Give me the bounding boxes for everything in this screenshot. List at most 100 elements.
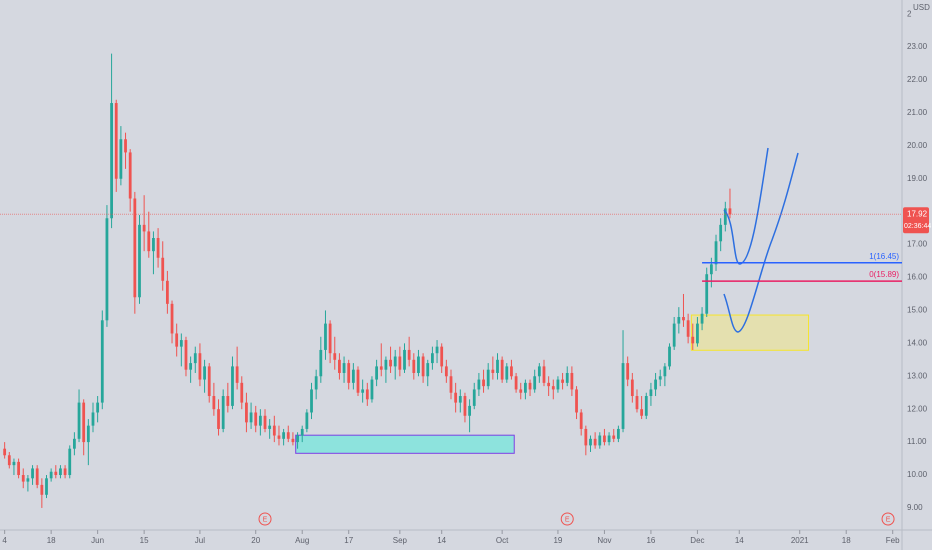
candle-body [477, 379, 481, 390]
y-tick-label: 10.00 [907, 470, 928, 479]
candle-body [296, 435, 299, 443]
candle-body [705, 274, 709, 314]
candle-body [193, 353, 197, 364]
candle-body [356, 369, 360, 393]
candle-body [570, 372, 574, 390]
y-tick-label: 16.00 [907, 273, 928, 282]
x-tick-label: 2021 [791, 536, 809, 545]
candle-body [547, 382, 551, 387]
candle-body [342, 363, 346, 373]
candle-body [240, 382, 244, 403]
candle-body [561, 379, 564, 383]
candle-body [607, 435, 611, 443]
candle-body [86, 425, 90, 443]
candle-body [486, 369, 490, 387]
candle-body [35, 468, 39, 485]
candle-body [565, 372, 569, 383]
candle-body [217, 409, 220, 429]
level-label: 0(15.89) [869, 270, 899, 279]
candle-body [305, 412, 309, 429]
candle-body [142, 224, 146, 232]
candle-body [96, 402, 100, 413]
candle-body [579, 412, 583, 429]
candle-body [231, 366, 234, 406]
candle-body [589, 438, 592, 446]
candle-body [119, 139, 123, 179]
y-tick-label: 17.00 [907, 240, 928, 249]
candle-body [319, 349, 323, 377]
candle-body [682, 317, 685, 321]
candle-body [226, 396, 230, 406]
candle-body [649, 389, 653, 397]
countdown-label: 02:36:44 [904, 223, 931, 230]
x-tick-label: 16 [646, 536, 655, 545]
x-tick-label: 4 [2, 536, 7, 545]
candle-body [421, 356, 425, 377]
earnings-label: E [565, 516, 570, 523]
candle-body [77, 402, 81, 439]
candle-body [291, 438, 295, 443]
candle-body [338, 359, 341, 373]
candle-body [598, 435, 602, 446]
x-tick-label: Sep [393, 536, 408, 545]
candle-body [59, 468, 62, 476]
candle-body [417, 356, 420, 373]
x-tick-label: 19 [553, 536, 562, 545]
candle-body [68, 448, 72, 476]
candle-body [49, 471, 53, 479]
candle-body [91, 412, 95, 426]
candle-body [272, 425, 276, 436]
candle-body [328, 323, 332, 354]
candle-body [658, 376, 662, 380]
candle-body [407, 349, 411, 360]
candle-body [635, 396, 639, 410]
candle-body [45, 478, 48, 495]
candle-body [26, 478, 30, 482]
y-tick-label: 21.00 [907, 108, 928, 117]
candle-body [403, 349, 406, 370]
candle-body [505, 366, 509, 380]
candle-body [709, 264, 713, 275]
candle-body [179, 340, 183, 347]
candle-body [54, 471, 58, 476]
candle-body [165, 280, 169, 304]
candle-body [491, 369, 495, 373]
candle-body [379, 366, 383, 370]
candle-body [203, 366, 206, 380]
level-label: 1(16.45) [869, 252, 899, 261]
candle-body [426, 363, 430, 377]
candle-body [468, 405, 471, 416]
candle-body [640, 409, 644, 416]
earnings-marker [560, 512, 574, 526]
y-tick-label: 13.00 [907, 371, 928, 380]
candle-body [510, 366, 513, 377]
candle-body [17, 461, 20, 476]
candle-body [72, 438, 76, 449]
candle-body [105, 218, 109, 321]
candle-body [593, 438, 597, 446]
x-tick-label: 17 [344, 536, 353, 545]
candle-body [677, 317, 681, 324]
candle-body [286, 432, 290, 439]
currency-label: USD [913, 3, 930, 12]
candle-body [672, 323, 676, 347]
candle-body [82, 402, 86, 443]
candle-body [644, 396, 648, 416]
y-tick-label: 19.00 [907, 174, 928, 183]
candle-body [189, 363, 193, 370]
y-tick-label: 12.00 [907, 404, 928, 413]
candle-body [482, 379, 485, 387]
y-tick-label: 11.00 [907, 437, 927, 446]
candle-body [351, 369, 355, 383]
x-tick-label: 14 [437, 536, 446, 545]
candle-body [249, 412, 253, 423]
candle-body [347, 363, 351, 383]
candle-body [551, 386, 555, 390]
candle-body [212, 396, 216, 410]
candle-body [40, 484, 44, 495]
candle-body [221, 396, 225, 429]
x-tick-label: Dec [690, 536, 704, 545]
zone-box [295, 434, 515, 454]
candle-body [254, 412, 258, 426]
y-tick-label: 22.00 [907, 75, 928, 84]
